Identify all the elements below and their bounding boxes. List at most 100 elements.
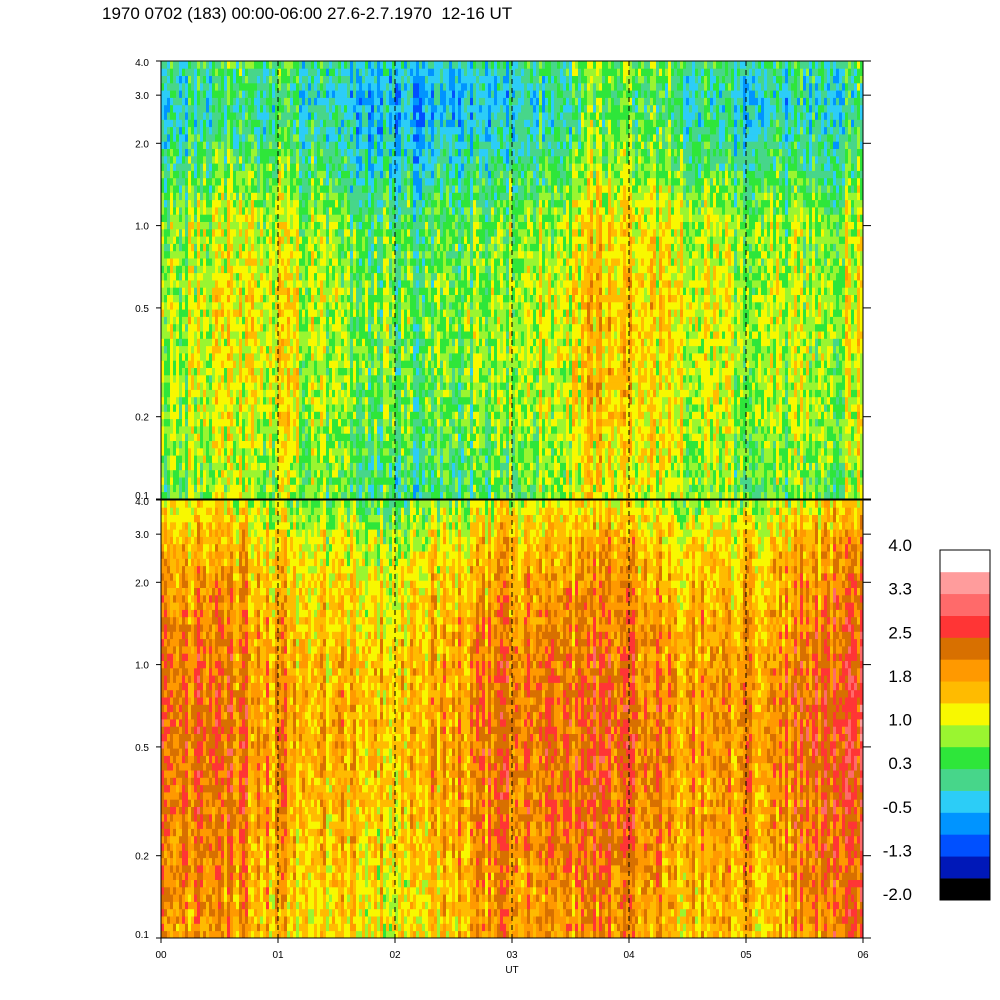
heatmap-cell: [380, 185, 383, 193]
heatmap-cell: [278, 178, 281, 186]
heatmap-cell: [182, 236, 185, 244]
heatmap-cell: [335, 265, 338, 273]
heatmap-cell: [281, 76, 284, 84]
heatmap-cell: [344, 229, 347, 237]
heatmap-cell: [302, 375, 305, 383]
heatmap-cell: [353, 214, 356, 222]
heatmap-cell: [386, 477, 389, 485]
heatmap-cell: [335, 338, 338, 346]
heatmap-cell: [236, 207, 239, 215]
heatmap-cell: [197, 105, 200, 113]
heatmap-cell: [404, 244, 407, 252]
heatmap-cell: [302, 149, 305, 157]
heatmap-cell: [284, 382, 287, 390]
heatmap-cell: [161, 156, 164, 164]
heatmap-cell: [296, 171, 299, 179]
heatmap-cell: [251, 134, 254, 142]
heatmap-cell: [242, 470, 245, 478]
heatmap-cell: [371, 127, 374, 135]
heatmap-cell: [383, 207, 386, 215]
heatmap-cell: [341, 338, 344, 346]
heatmap-cell: [191, 317, 194, 325]
heatmap-cell: [383, 317, 386, 325]
heatmap-cell: [206, 295, 209, 303]
heatmap-cell: [182, 258, 185, 266]
heatmap-cell: [212, 433, 215, 441]
heatmap-cell: [218, 287, 221, 295]
heatmap-cell: [362, 61, 365, 69]
heatmap-cell: [332, 404, 335, 412]
heatmap-cell: [200, 280, 203, 288]
heatmap-cell: [350, 484, 353, 492]
heatmap-cell: [401, 90, 404, 98]
heatmap-cell: [365, 258, 368, 266]
heatmap-cell: [305, 90, 308, 98]
heatmap-cell: [233, 331, 236, 339]
heatmap-cell: [356, 426, 359, 434]
heatmap-cell: [371, 463, 374, 471]
heatmap-cell: [209, 265, 212, 273]
heatmap-cell: [368, 302, 371, 310]
heatmap-cell: [257, 119, 260, 127]
heatmap-cell: [278, 229, 281, 237]
heatmap-cell: [296, 280, 299, 288]
heatmap-cell: [218, 251, 221, 259]
heatmap-cell: [401, 273, 404, 281]
heatmap-cell: [380, 411, 383, 419]
heatmap-cell: [380, 390, 383, 398]
heatmap-cell: [407, 222, 410, 230]
heatmap-cell: [290, 156, 293, 164]
heatmap-cell: [332, 76, 335, 84]
heatmap-cell: [242, 455, 245, 463]
heatmap-cell: [356, 119, 359, 127]
heatmap-cell: [257, 455, 260, 463]
heatmap-cell: [179, 83, 182, 91]
heatmap-cell: [194, 207, 197, 215]
heatmap-cell: [356, 397, 359, 405]
heatmap-cell: [395, 273, 398, 281]
heatmap-cell: [389, 76, 392, 84]
heatmap-cell: [236, 163, 239, 171]
heatmap-cell: [347, 287, 350, 295]
heatmap-cell: [245, 156, 248, 164]
heatmap-cell: [263, 76, 266, 84]
heatmap-cell: [380, 338, 383, 346]
heatmap-cell: [218, 317, 221, 325]
heatmap-cell: [377, 61, 380, 69]
heatmap-cell: [401, 185, 404, 193]
heatmap-cell: [245, 463, 248, 471]
heatmap-cell: [254, 492, 257, 500]
heatmap-cell: [395, 68, 398, 76]
heatmap-cell: [374, 295, 377, 303]
heatmap-cell: [239, 134, 242, 142]
heatmap-cell: [167, 149, 170, 157]
heatmap-cell: [221, 265, 224, 273]
heatmap-cell: [401, 98, 404, 106]
heatmap-cell: [200, 127, 203, 135]
heatmap-cell: [212, 98, 215, 106]
heatmap-cell: [329, 426, 332, 434]
heatmap-cell: [245, 178, 248, 186]
heatmap-cell: [173, 178, 176, 186]
heatmap-cell: [314, 68, 317, 76]
heatmap-cell: [245, 192, 248, 200]
heatmap-cell: [236, 426, 239, 434]
heatmap-cell: [224, 397, 227, 405]
heatmap-cell: [311, 61, 314, 69]
heatmap-cell: [359, 68, 362, 76]
heatmap-cell: [338, 397, 341, 405]
heatmap-cell: [170, 404, 173, 412]
heatmap-cell: [215, 105, 218, 113]
heatmap-cell: [311, 265, 314, 273]
heatmap-cell: [218, 105, 221, 113]
heatmap-cell: [305, 207, 308, 215]
heatmap-cell: [185, 222, 188, 230]
heatmap-cell: [179, 397, 182, 405]
heatmap-cell: [182, 134, 185, 142]
heatmap-cell: [302, 207, 305, 215]
heatmap-cell: [191, 112, 194, 120]
heatmap-cell: [338, 83, 341, 91]
heatmap-cell: [371, 441, 374, 449]
heatmap-cell: [386, 375, 389, 383]
heatmap-cell: [287, 477, 290, 485]
